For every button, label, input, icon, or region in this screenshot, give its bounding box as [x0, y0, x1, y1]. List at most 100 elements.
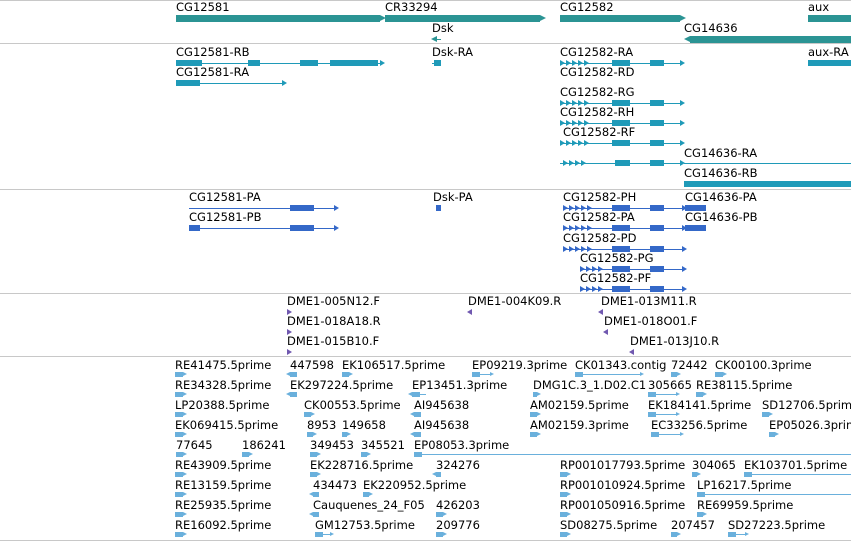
glyph-exon[interactable]: [762, 412, 769, 417]
glyph-exon[interactable]: [176, 452, 183, 457]
glyph-exon[interactable]: [290, 205, 314, 211]
glyph-exon[interactable]: [189, 225, 200, 231]
protein-label[interactable]: Dsk-PA: [433, 190, 473, 204]
est-label[interactable]: 149658: [342, 418, 386, 432]
clone-label[interactable]: DME1-004K09.R: [468, 294, 562, 308]
glyph-exon[interactable]: [530, 432, 537, 437]
est-label[interactable]: AM02159.5prime: [530, 398, 629, 412]
glyph-exon[interactable]: [560, 472, 567, 477]
glyph-exon[interactable]: [612, 100, 630, 106]
est-label[interactable]: EP13451.3prime: [412, 378, 508, 392]
glyph-exon[interactable]: [612, 140, 630, 146]
glyph-exon[interactable]: [310, 452, 317, 457]
glyph-exon[interactable]: [290, 225, 314, 231]
glyph-exon[interactable]: [560, 15, 680, 22]
glyph-exon[interactable]: [330, 60, 378, 66]
protein-label[interactable]: CG12582-PG: [580, 251, 654, 265]
est-label[interactable]: EK297224.5prime: [290, 378, 394, 392]
clone-label[interactable]: DME1-005N12.F: [287, 294, 380, 308]
est-label[interactable]: AI945638: [414, 418, 470, 432]
glyph-exon[interactable]: [412, 392, 420, 397]
clone-label[interactable]: DME1-013M11.R: [601, 294, 697, 308]
glyph-exon[interactable]: [175, 472, 183, 477]
est-label[interactable]: 305665: [648, 378, 692, 392]
protein-label[interactable]: CG14636-PB: [685, 210, 758, 224]
est-label[interactable]: 324276: [436, 458, 480, 472]
est-label[interactable]: SD08275.5prime: [560, 518, 658, 532]
transcript-label[interactable]: CG12582-RD: [560, 65, 635, 79]
est-label[interactable]: RE41475.5prime: [175, 358, 272, 372]
glyph-exon[interactable]: [650, 100, 664, 106]
glyph-exon[interactable]: [242, 452, 249, 457]
est-label[interactable]: EC33256.5prime: [651, 418, 748, 432]
glyph-exon[interactable]: [671, 532, 677, 537]
glyph-exon[interactable]: [414, 412, 421, 417]
gene-label[interactable]: Dsk: [432, 21, 454, 35]
est-label[interactable]: 426203: [436, 498, 480, 512]
clone-label[interactable]: DME1-018O01.F: [604, 314, 698, 328]
glyph-exon[interactable]: [650, 225, 664, 231]
glyph-exon[interactable]: [808, 60, 851, 66]
glyph-exon[interactable]: [361, 452, 367, 457]
est-label[interactable]: EP08053.3prime: [414, 438, 510, 452]
transcript-label[interactable]: CG12581-RA: [176, 65, 250, 79]
est-label[interactable]: 434473: [313, 478, 357, 492]
gene-label[interactable]: CG12581: [176, 0, 230, 14]
glyph-exon[interactable]: [615, 160, 630, 166]
gene-label[interactable]: CR33294: [385, 0, 438, 14]
glyph-exon[interactable]: [612, 266, 630, 272]
est-label[interactable]: GM12753.5prime: [315, 518, 415, 532]
glyph-exon[interactable]: [175, 392, 183, 397]
glyph-exon[interactable]: [175, 492, 183, 497]
glyph-exon[interactable]: [560, 512, 567, 517]
protein-label[interactable]: CG12582-PF: [580, 271, 652, 285]
protein-label[interactable]: CG12582-PD: [563, 231, 637, 245]
est-label[interactable]: EK069415.5prime: [175, 418, 279, 432]
est-label[interactable]: EK106517.5prime: [342, 358, 446, 372]
est-label[interactable]: CK00553.5prime: [304, 398, 401, 412]
glyph-exon[interactable]: [612, 205, 630, 211]
glyph-exon[interactable]: [696, 392, 703, 397]
est-label[interactable]: AM02159.3prime: [530, 418, 629, 432]
glyph-exon[interactable]: [612, 246, 630, 252]
glyph-exon[interactable]: [692, 472, 697, 477]
est-label[interactable]: EP09219.3prime: [472, 358, 568, 372]
glyph-exon[interactable]: [342, 432, 347, 437]
est-label[interactable]: RE13159.5prime: [175, 478, 272, 492]
glyph-exon[interactable]: [560, 492, 567, 497]
glyph-exon[interactable]: [612, 225, 630, 231]
transcript-label[interactable]: CG12582-RG: [560, 85, 635, 99]
est-label[interactable]: EK103701.5prime: [744, 458, 848, 472]
glyph-exon[interactable]: [175, 512, 183, 517]
est-label[interactable]: RE25935.5prime: [175, 498, 272, 512]
glyph-exon[interactable]: [808, 15, 851, 22]
glyph-exon[interactable]: [612, 286, 630, 292]
est-label[interactable]: RE16092.5prime: [175, 518, 272, 532]
glyph-exon[interactable]: [671, 372, 677, 377]
est-label[interactable]: 209776: [436, 518, 480, 532]
transcript-label[interactable]: CG14636-RB: [684, 166, 758, 180]
est-label[interactable]: SD27223.5prime: [728, 518, 826, 532]
est-label[interactable]: 349453: [310, 438, 354, 452]
glyph-exon[interactable]: [175, 532, 183, 537]
glyph-exon[interactable]: [313, 492, 319, 497]
transcript-label[interactable]: CG14636-RA: [684, 146, 758, 160]
glyph-exon[interactable]: [612, 120, 630, 126]
glyph-exon[interactable]: [310, 472, 317, 477]
glyph-exon[interactable]: [176, 15, 380, 22]
glyph-exon[interactable]: [575, 372, 583, 377]
gene-label[interactable]: CG12582: [560, 0, 614, 14]
est-label[interactable]: RE34328.5prime: [175, 378, 272, 392]
gene-label[interactable]: CG14636: [684, 21, 738, 35]
est-label[interactable]: 447598: [290, 358, 334, 372]
glyph-exon[interactable]: [650, 246, 664, 252]
est-label[interactable]: 186241: [242, 438, 286, 452]
glyph-exon[interactable]: [690, 36, 851, 43]
transcript-label[interactable]: CG12582-RF: [563, 125, 636, 139]
clone-label[interactable]: DME1-018A18.R: [287, 314, 381, 328]
transcript-label[interactable]: Dsk-RA: [432, 45, 474, 59]
transcript-label[interactable]: CG12582-RH: [560, 105, 635, 119]
glyph-exon[interactable]: [434, 60, 441, 66]
glyph-exon[interactable]: [176, 60, 202, 66]
est-label[interactable]: CK00100.3prime: [715, 358, 812, 372]
